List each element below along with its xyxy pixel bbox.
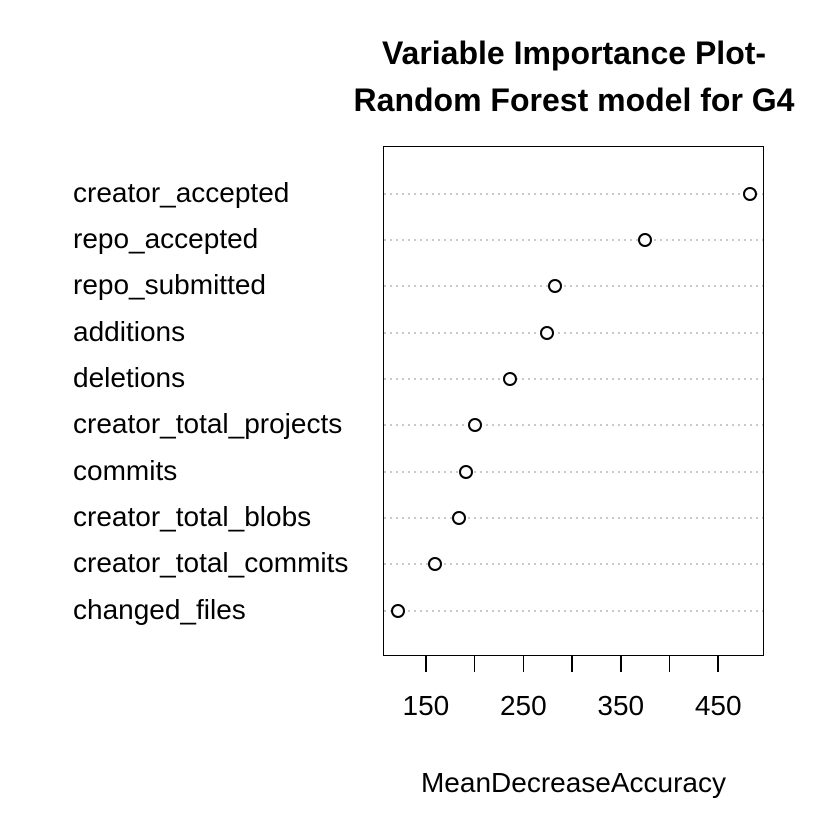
gridline-creator_total_projects <box>384 424 763 427</box>
data-point-deletions <box>502 371 517 386</box>
gridline-changed_files <box>384 609 763 612</box>
gridline-commits <box>384 470 763 473</box>
gridline-creator_total_commits <box>384 563 763 566</box>
gridline-repo_accepted <box>384 238 763 241</box>
gridline-deletions <box>384 377 763 380</box>
category-label-creator_total_commits: creator_total_commits <box>73 547 349 579</box>
x-axis-title: MeanDecreaseAccuracy <box>420 767 727 798</box>
data-point-creator_total_blobs <box>452 510 467 525</box>
category-label-deletions: deletions <box>73 361 186 393</box>
x-tick-label-250: 250 <box>499 690 547 721</box>
gridline-repo_submitted <box>384 285 763 288</box>
category-label-repo_accepted: repo_accepted <box>73 222 259 254</box>
gridline-creator_accepted <box>384 192 763 195</box>
category-label-creator_total_blobs: creator_total_blobs <box>73 500 312 532</box>
data-point-repo_accepted <box>638 232 653 247</box>
x-tick-350 <box>620 655 622 672</box>
category-label-additions: additions <box>73 315 186 347</box>
x-tick-label-350: 350 <box>597 690 645 721</box>
data-point-additions <box>539 325 554 340</box>
plot-area <box>383 146 764 656</box>
x-tick-150 <box>425 655 427 672</box>
data-point-creator_total_commits <box>427 557 442 572</box>
x-tick-label-450: 450 <box>694 690 742 721</box>
data-point-commits <box>458 464 473 479</box>
category-label-repo_submitted: repo_submitted <box>73 269 267 301</box>
x-tick-300 <box>571 655 573 672</box>
x-tick-400 <box>668 655 671 672</box>
chart-title: Variable Importance Plot- Random Forest … <box>307 30 840 124</box>
chart-title-line1: Variable Importance Plot- <box>381 35 767 71</box>
category-label-changed_files: changed_files <box>73 593 246 625</box>
category-label-commits: commits <box>73 454 178 486</box>
chart-title-line2: Random Forest model for G4 <box>353 82 795 118</box>
x-tick-450 <box>717 655 719 672</box>
data-point-creator_total_projects <box>467 418 482 433</box>
gridline-creator_total_blobs <box>384 516 763 519</box>
data-point-changed_files <box>390 603 405 618</box>
category-label-creator_total_projects: creator_total_projects <box>73 408 343 440</box>
gridline-additions <box>384 331 763 334</box>
category-label-creator_accepted: creator_accepted <box>73 176 290 208</box>
x-tick-250 <box>522 655 525 672</box>
data-point-repo_submitted <box>548 279 563 294</box>
x-tick-200 <box>473 655 476 672</box>
data-point-creator_accepted <box>743 186 758 201</box>
x-tick-label-150: 150 <box>402 690 450 721</box>
